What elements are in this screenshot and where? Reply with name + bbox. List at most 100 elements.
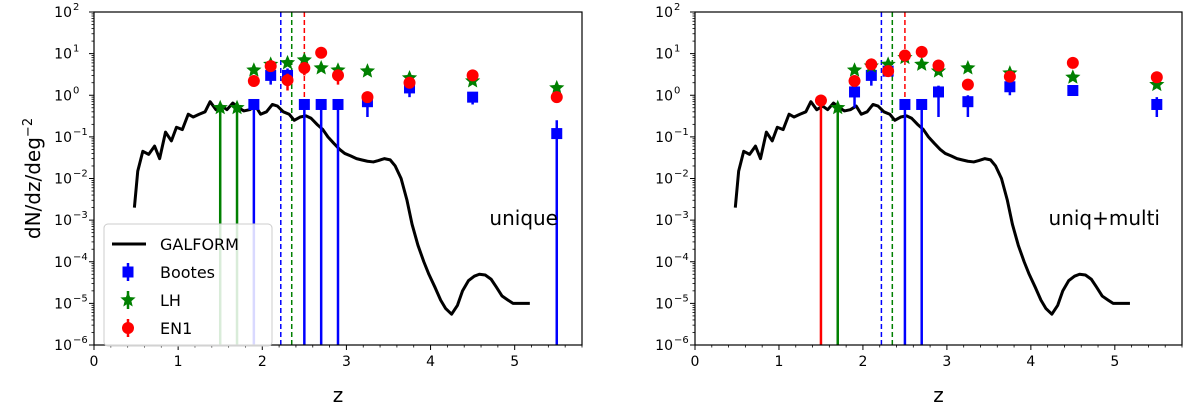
y-tick-exponent: −5 [674,293,689,304]
galform-line [733,100,1130,316]
legend-key-marker [120,292,136,307]
series-lh [830,49,1165,345]
data-point [898,49,911,62]
y-tick-base: 10 [54,88,72,104]
y-tick-base: 10 [655,255,673,271]
data-point [1003,70,1016,83]
data-point [549,79,565,95]
data-point [264,60,277,73]
galform-line [132,100,530,316]
y-tick-exponent: −4 [73,252,88,263]
y-tick-base: 10 [54,296,72,312]
x-tick-label: 4 [426,354,435,370]
y-tick-base: 10 [655,88,673,104]
y-tick-exponent: −5 [73,293,88,304]
y-tick-label: 10 [54,296,72,312]
y-tick-label: 10 [54,213,72,229]
y-tick-exponent: 0 [674,85,680,96]
y-tick-base: 10 [54,255,72,271]
x-tick-label: 4 [1026,354,1035,370]
y-tick-label: 10 [54,130,72,146]
x-tick-label: 0 [691,354,700,370]
y-tick-label: 10 [54,338,72,354]
data-point [933,86,944,98]
data-point [960,60,976,75]
y-tick-base: 10 [54,47,72,63]
x-tick-label: 2 [258,354,267,370]
legend: GALFORM Bootes LH EN1 [103,223,273,347]
data-point [849,86,861,98]
y-tick-exponent: 1 [674,44,680,55]
data-point [915,45,928,58]
data-point [279,54,296,70]
legend-label: LH [160,291,181,310]
data-point [865,69,877,81]
y-tick-exponent: −1 [73,127,88,138]
data-point [848,74,861,87]
data-point [1149,76,1165,92]
x-tick-label: 0 [90,354,99,370]
data-point [914,56,930,71]
data-point [961,78,974,91]
x-tick-label: 3 [942,354,951,370]
y-tick-label: 10 [655,296,673,312]
data-point [899,98,911,110]
x-tick-label: 5 [510,354,519,370]
data-point [212,99,228,115]
y-tick-exponent: 2 [73,2,79,13]
x-tick-label: 5 [1110,354,1119,370]
y-tick-base: 10 [54,213,72,229]
y-axis-label: dN/dz/deg−2 [21,118,45,239]
data-point [229,99,245,115]
y-tick-base: 10 [54,172,72,188]
y-tick-exponent: −4 [674,252,689,263]
y-tick-exponent: −3 [73,210,88,221]
y-tick-exponent: 1 [73,44,79,55]
y-tick-label: 10 [54,47,72,63]
data-point [466,69,479,82]
y-tick-base: 10 [655,213,673,229]
data-point [332,98,344,110]
y-tick-label: 10 [655,172,673,188]
y-axis-label-superscript: −2 [21,118,36,137]
data-point [1065,69,1081,84]
y-tick-label: 10 [655,5,673,21]
panel-annotation: unique [489,206,558,230]
data-point [315,98,327,110]
data-point [248,98,260,110]
y-tick-base: 10 [655,172,673,188]
legend-key-marker [122,322,134,334]
y-tick-base: 10 [655,296,673,312]
data-point [830,99,846,115]
legend-label: EN1 [160,319,192,338]
plot-area [733,12,1165,345]
y-tick-label: 10 [54,88,72,104]
series-en1 [814,45,1163,345]
y-tick-label: 10 [655,255,673,271]
y-tick-base: 10 [655,338,673,354]
legend-box [103,223,273,347]
x-tick-label: 1 [174,354,183,370]
y-tick-label: 10 [655,213,673,229]
data-point [882,65,895,78]
data-point [313,60,329,75]
y-tick-label: 10 [54,5,72,21]
panel-annotation: uniq+multi [1049,206,1160,230]
y-tick-label: 10 [655,88,673,104]
data-point [932,59,945,72]
data-point [846,62,863,77]
y-axis-label-main: dN/dz/deg [21,137,45,239]
data-point [296,52,312,67]
data-point [467,91,479,103]
data-point [1151,98,1163,110]
data-point [962,96,974,108]
series-en1 [247,46,563,104]
y-tick-base: 10 [54,338,72,354]
y-tick-label: 10 [54,255,72,271]
y-tick-exponent: −2 [674,169,689,180]
y-tick-base: 10 [54,130,72,146]
x-axis-label: z [333,383,344,407]
y-tick-exponent: 0 [73,85,79,96]
data-point [361,91,374,104]
